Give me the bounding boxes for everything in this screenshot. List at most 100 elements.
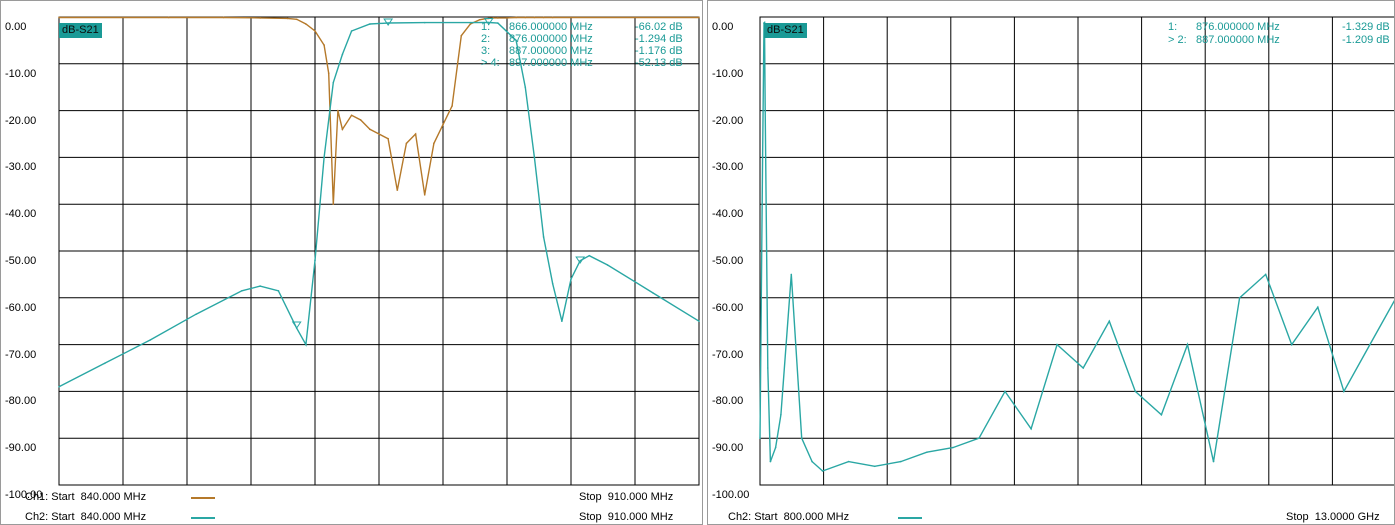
data-point: [652, 292, 655, 294]
data-point: [1317, 306, 1319, 308]
data-point: [451, 105, 453, 107]
y-tick-label: 0.00: [5, 21, 27, 33]
data-point: [195, 313, 197, 315]
marker-idx: 1:: [1168, 21, 1178, 33]
ch2-start-label: Ch2: Start: [728, 511, 778, 523]
data-point: [259, 285, 261, 287]
data-point: [811, 460, 813, 463]
ch2-start-value: 800.000 MHz: [783, 511, 850, 523]
data-point: [1004, 390, 1006, 393]
data-point: [790, 273, 793, 276]
data-point: [469, 23, 472, 25]
y-tick-label: -40.00: [5, 208, 37, 221]
ch2-swatch: [898, 517, 922, 519]
ch2-start-value: 840.000 MHz: [80, 511, 147, 523]
y-tick-label: -100.00: [712, 489, 750, 501]
data-point: [332, 81, 335, 84]
y-tick-label: -90.00: [712, 442, 744, 455]
data-point: [606, 264, 609, 266]
ch2-start: Ch2: Start 800.000 MHz: [728, 511, 849, 523]
data-point: [222, 16, 225, 19]
y-tick-label: -10.00: [712, 67, 744, 80]
marker-freq: 876.000000 MHz: [509, 33, 593, 45]
data-point: [259, 17, 261, 19]
data-point: [1108, 320, 1111, 323]
marker-triangle[interactable]: [575, 256, 586, 264]
data-point: [103, 362, 106, 365]
right-plot: [759, 16, 1394, 486]
ch1-start-label: Ch1: Start: [25, 491, 75, 503]
marker-idx: 2:: [481, 33, 491, 45]
data-point: [570, 278, 572, 280]
data-point: [698, 16, 700, 19]
data-point: [821, 470, 824, 472]
data-point: [978, 437, 980, 440]
y-tick-label: -20.00: [5, 114, 37, 127]
data-point: [515, 16, 517, 19]
marker-freq: 876.000000 MHz: [1196, 21, 1280, 33]
data-point: [58, 16, 60, 19]
data-point: [305, 343, 307, 346]
data-point: [487, 21, 490, 24]
data-point: [1056, 343, 1058, 346]
y-tick-label: -40.00: [712, 208, 744, 221]
data-point: [378, 133, 380, 135]
data-point: [414, 133, 417, 135]
data-point: [533, 16, 536, 19]
data-point: [524, 86, 527, 88]
y-tick-label: -20.00: [712, 114, 744, 127]
data-point: [588, 254, 591, 257]
data-point: [277, 289, 280, 292]
ch1-start: Ch1: Start 840.000 MHz: [25, 491, 146, 503]
y-tick-label: -60.00: [5, 301, 37, 314]
data-point: [323, 156, 325, 159]
trace-tag[interactable]: dB-S21: [764, 23, 807, 38]
marker-freq: 897.000000 MHz: [509, 57, 593, 69]
ch1-start-value: 840.000 MHz: [80, 491, 147, 503]
data-point: [369, 23, 371, 25]
y-tick-label: -30.00: [712, 161, 744, 174]
data-point: [337, 109, 339, 112]
y-tick-label: -80.00: [712, 395, 744, 408]
data-point: [579, 260, 581, 262]
data-point: [1160, 414, 1163, 416]
y-tick-label: -90.00: [5, 442, 37, 455]
data-point: [497, 17, 499, 19]
data-point: [314, 259, 316, 262]
ch2-stop-value: 13.0000 GHz: [1314, 511, 1380, 523]
ch2-stop-value: 910.000 MHz: [607, 511, 674, 523]
marker-triangle[interactable]: [291, 321, 302, 329]
y-tick-label: -10.00: [5, 67, 37, 80]
data-point: [332, 203, 335, 205]
marker-triangle[interactable]: [483, 18, 494, 26]
marker-freq: 887.000000 MHz: [509, 45, 593, 57]
ch2-swatch: [191, 517, 215, 519]
marker-idx: 1:: [481, 21, 491, 33]
data-point: [761, 156, 764, 159]
trace-tag[interactable]: dB-S21: [59, 23, 102, 38]
marker-val: -1.294 dB: [635, 33, 683, 45]
data-point: [305, 23, 307, 25]
ch1-swatch: [191, 497, 215, 499]
data-point: [767, 367, 769, 369]
data-point: [286, 17, 289, 20]
ch1-stop-label: Stop: [579, 491, 602, 503]
marker-freq: 887.000000 MHz: [1196, 34, 1280, 46]
marker-idx: > 4:: [481, 57, 500, 69]
data-point: [533, 156, 536, 159]
ch2-stop: Stop 910.000 MHz: [579, 511, 673, 523]
data-point: [387, 137, 389, 140]
data-point: [759, 437, 761, 440]
data-point: [1212, 460, 1215, 463]
data-point: [847, 460, 850, 463]
left-plot: [58, 16, 700, 486]
data-point: [341, 53, 344, 56]
data-point: [800, 437, 803, 440]
data-point: [405, 142, 408, 145]
data-point: [774, 446, 777, 449]
marker-val: -1.176 dB: [635, 45, 683, 57]
y-tick-label: 0.00: [712, 21, 734, 33]
marker-triangle[interactable]: [383, 18, 394, 26]
data-point: [433, 142, 435, 145]
data-point: [396, 189, 399, 191]
